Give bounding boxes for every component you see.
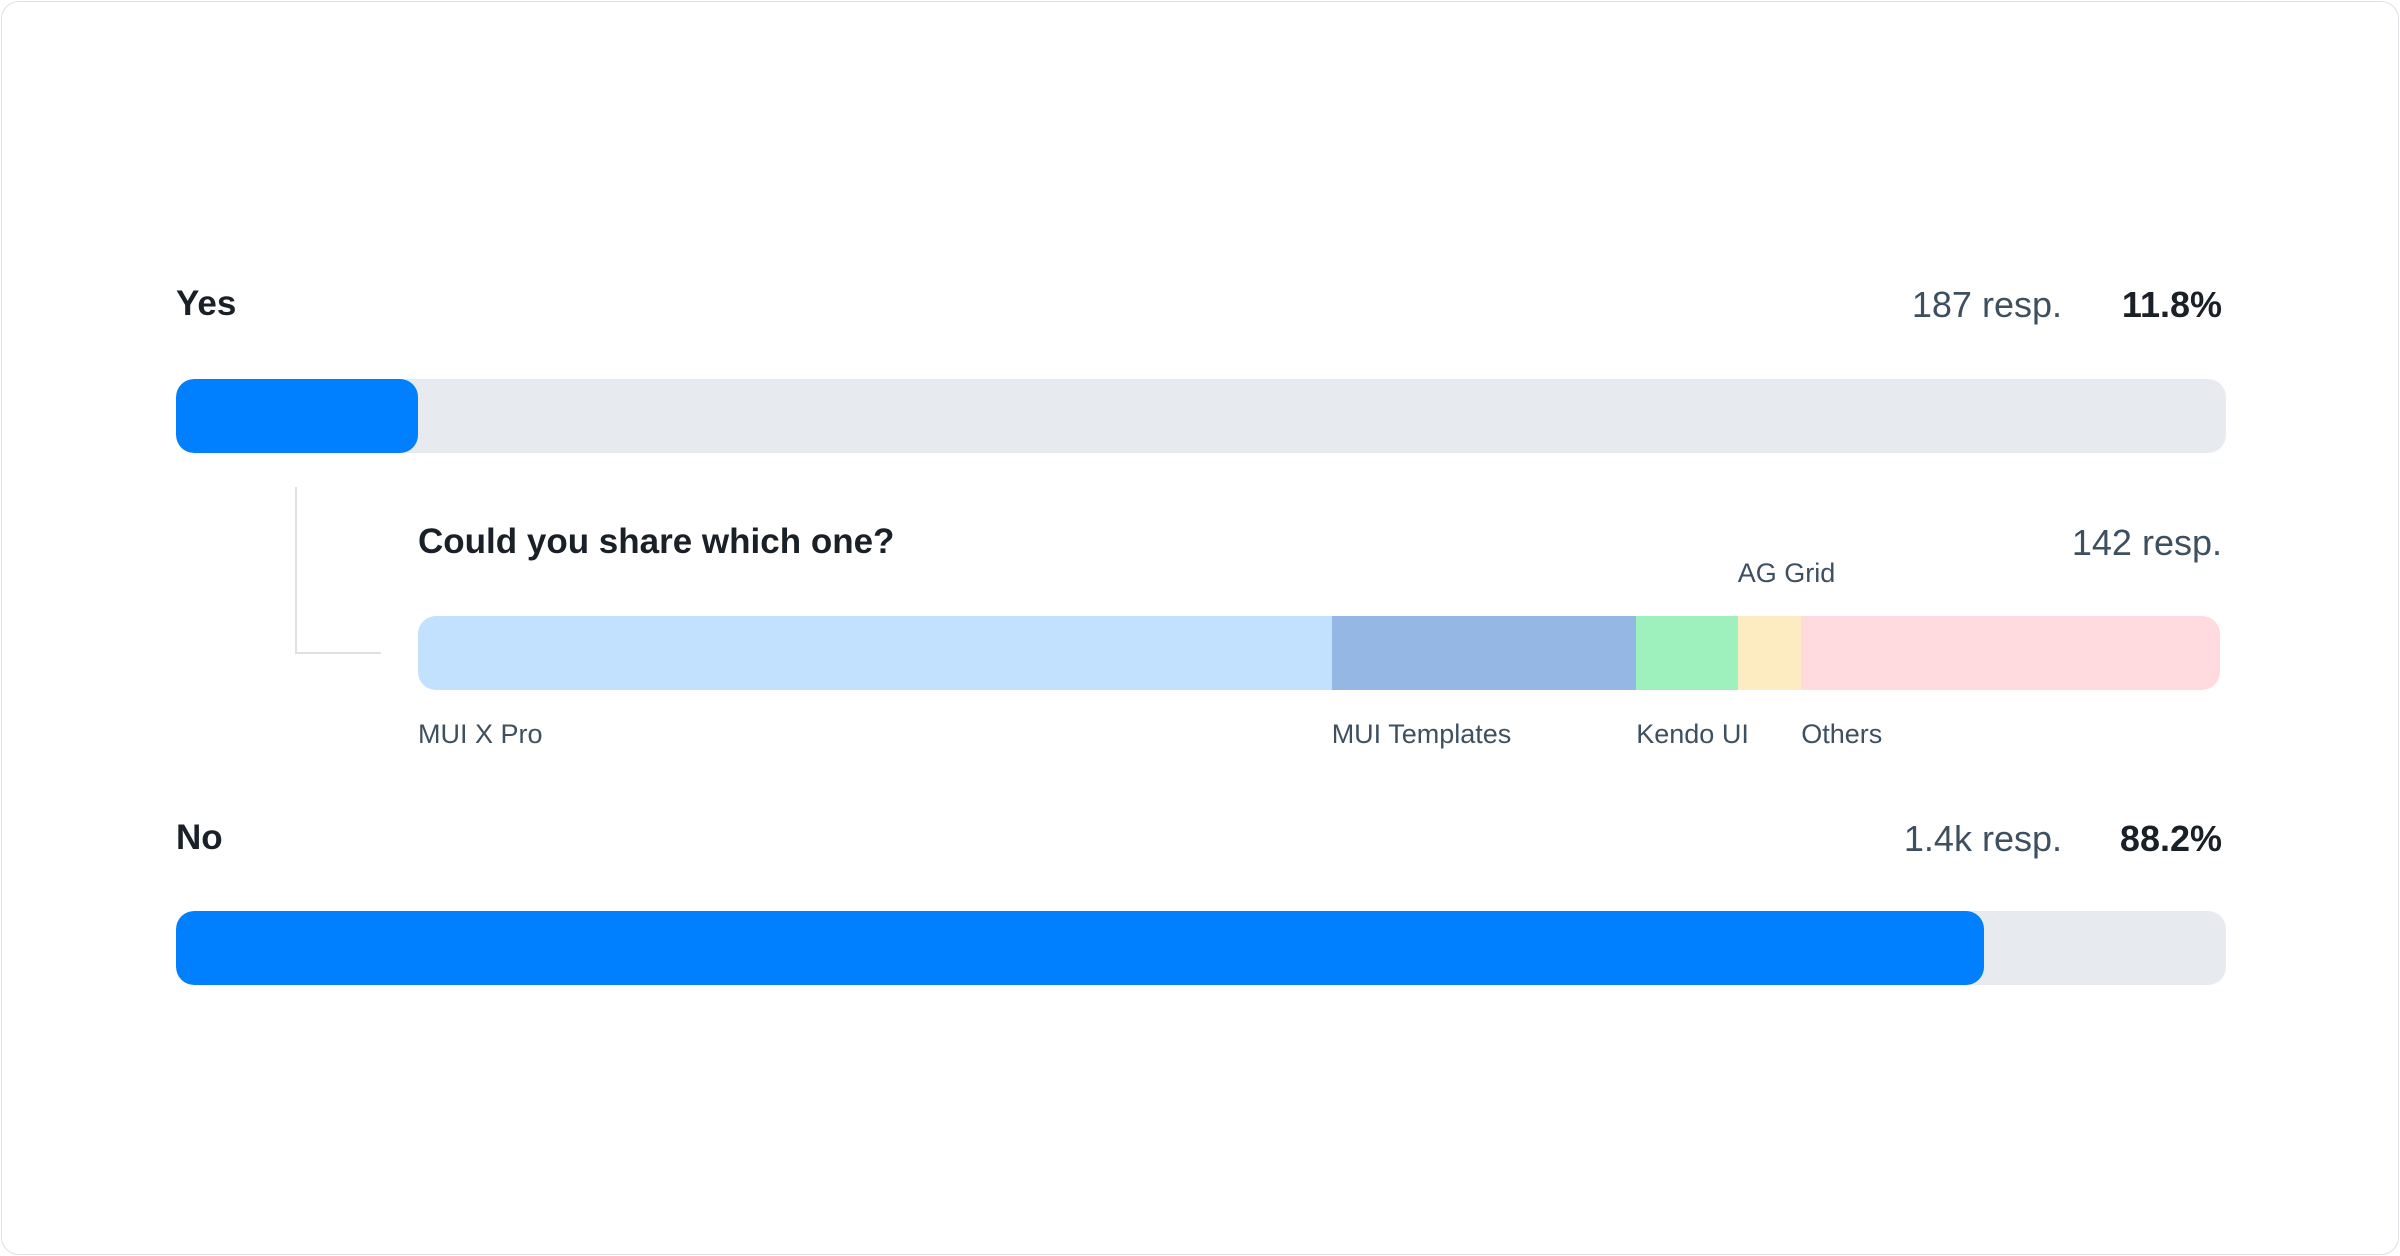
yes-bar-fill (176, 379, 418, 453)
option-yes-label: Yes (176, 284, 237, 323)
sub-question-responses: 142 resp. (2071, 522, 2222, 563)
segment-label: AG Grid (1737, 558, 1836, 588)
segment-others (1801, 616, 2220, 690)
segment-mui-templates (1331, 616, 1637, 690)
connector-line (295, 652, 381, 654)
sub-question-title: Could you share which one? (418, 522, 895, 561)
no-bar-fill (176, 911, 1985, 985)
segment-label: MUI Templates (1331, 719, 1512, 749)
segment-label: Others (1801, 719, 1883, 749)
yes-percent: 11.8% (2121, 284, 2222, 325)
option-no-label: No (176, 818, 223, 857)
sub-stacked-bar (418, 616, 2220, 690)
no-percent: 88.2% (2119, 818, 2222, 859)
no-bar-track (176, 911, 2226, 985)
segment-label: MUI X Pro (418, 719, 543, 749)
yes-responses: 187 resp. (1911, 284, 2062, 325)
yes-bar-track (176, 379, 2226, 453)
segment-kendo-ui (1636, 616, 1738, 690)
segment-ag-grid (1737, 616, 1802, 690)
connector-line (295, 487, 297, 654)
segment-mui-x-pro (418, 616, 1332, 690)
segment-label: Kendo UI (1636, 719, 1749, 749)
no-responses: 1.4k resp. (1903, 818, 2062, 859)
